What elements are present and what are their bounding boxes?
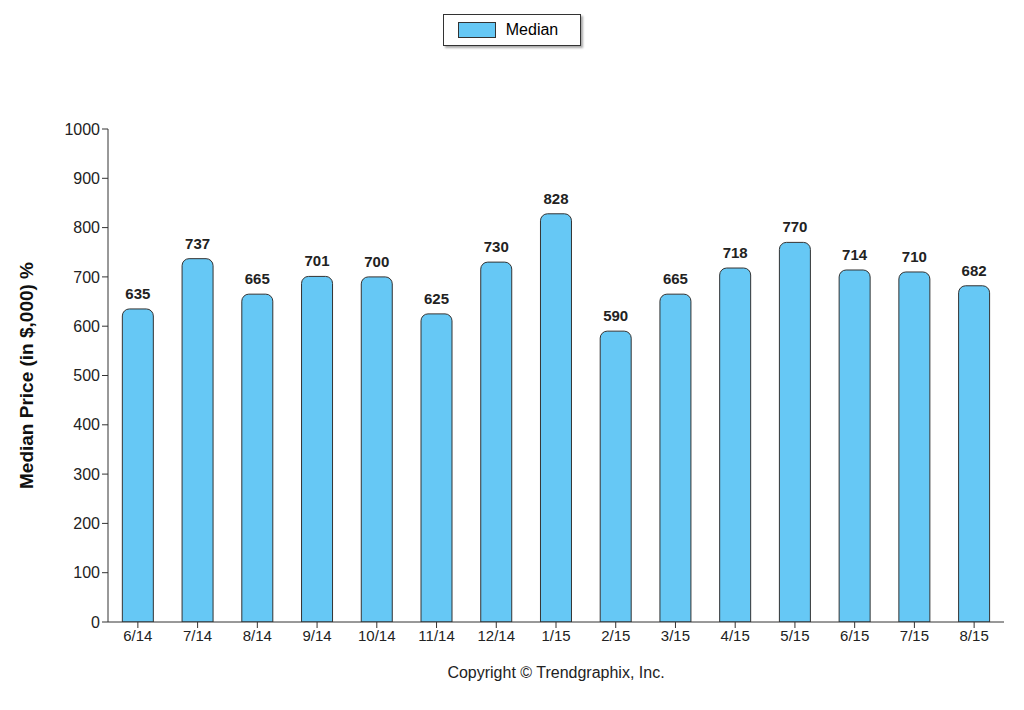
svg-text:4/15: 4/15 xyxy=(721,627,750,644)
svg-text:710: 710 xyxy=(902,248,927,265)
svg-text:Copyright © Trendgraphix, Inc.: Copyright © Trendgraphix, Inc. xyxy=(447,664,664,681)
svg-text:8/15: 8/15 xyxy=(960,627,989,644)
svg-text:665: 665 xyxy=(245,270,270,287)
svg-text:100: 100 xyxy=(73,564,100,581)
svg-text:400: 400 xyxy=(73,416,100,433)
svg-text:800: 800 xyxy=(73,219,100,236)
svg-text:635: 635 xyxy=(125,285,150,302)
svg-text:718: 718 xyxy=(723,244,748,261)
svg-text:200: 200 xyxy=(73,515,100,532)
svg-text:700: 700 xyxy=(73,269,100,286)
svg-text:590: 590 xyxy=(603,307,628,324)
svg-text:730: 730 xyxy=(484,238,509,255)
svg-text:5/15: 5/15 xyxy=(780,627,809,644)
svg-text:7/14: 7/14 xyxy=(183,627,212,644)
svg-text:665: 665 xyxy=(663,270,688,287)
svg-text:701: 701 xyxy=(305,252,330,269)
svg-text:2/15: 2/15 xyxy=(601,627,630,644)
svg-text:0: 0 xyxy=(91,614,100,631)
svg-text:300: 300 xyxy=(73,466,100,483)
svg-text:6/15: 6/15 xyxy=(840,627,869,644)
svg-text:11/14: 11/14 xyxy=(418,627,454,644)
html-text:Median: Median xyxy=(505,21,559,38)
svg-text:Median Price (in $,000) %: Median Price (in $,000) % xyxy=(16,262,37,489)
svg-text:1/15: 1/15 xyxy=(541,627,570,644)
svg-text:714: 714 xyxy=(842,246,868,263)
svg-text:625: 625 xyxy=(424,290,449,307)
svg-text:1000: 1000 xyxy=(64,121,100,138)
svg-text:828: 828 xyxy=(543,190,568,207)
svg-text:737: 737 xyxy=(185,235,210,252)
svg-text:500: 500 xyxy=(73,367,100,384)
svg-text:770: 770 xyxy=(782,218,807,235)
svg-text:10/14: 10/14 xyxy=(358,627,396,644)
svg-text:682: 682 xyxy=(962,262,987,279)
svg-text:700: 700 xyxy=(364,253,389,270)
svg-text:7/15: 7/15 xyxy=(900,627,929,644)
svg-text:600: 600 xyxy=(73,318,100,335)
svg-text:3/15: 3/15 xyxy=(661,627,690,644)
svg-text:6/14: 6/14 xyxy=(123,627,152,644)
svg-text:12/14: 12/14 xyxy=(477,627,515,644)
svg-text:9/14: 9/14 xyxy=(302,627,331,644)
svg-text:8/14: 8/14 xyxy=(243,627,272,644)
svg-text:900: 900 xyxy=(73,170,100,187)
